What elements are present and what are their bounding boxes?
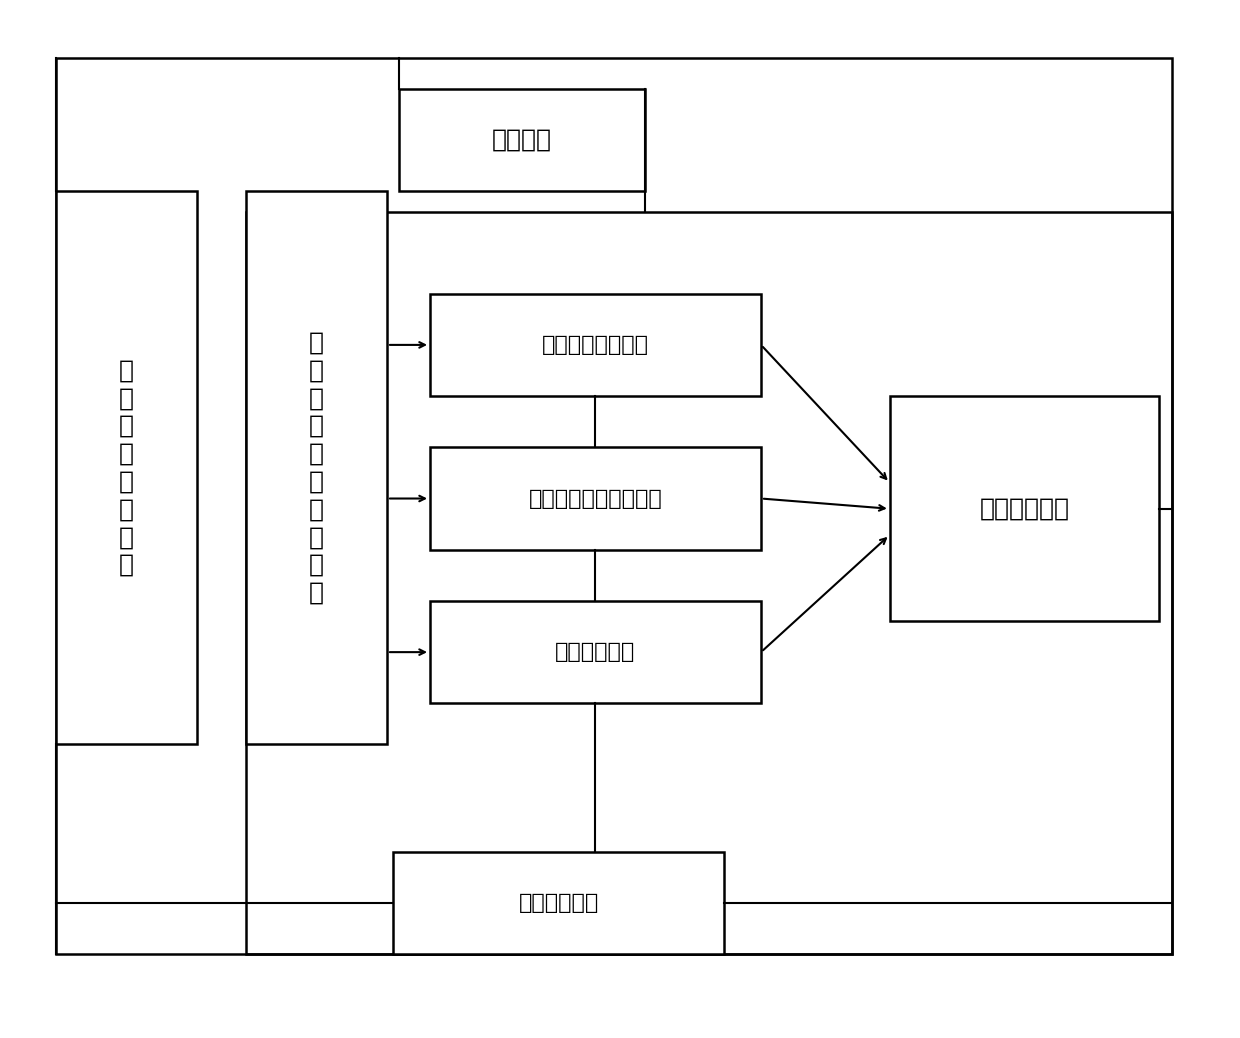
Text: 光等离子浓度检测模块: 光等离子浓度检测模块 (528, 489, 662, 509)
Text: 光等离子产生模块: 光等离子产生模块 (542, 335, 649, 355)
FancyBboxPatch shape (430, 601, 761, 704)
Text: 逻辑调用模块: 逻辑调用模块 (980, 497, 1070, 521)
FancyBboxPatch shape (56, 191, 197, 744)
Text: 主控模块: 主控模块 (492, 128, 552, 153)
Text: 光
等
离
子
浓
度
模
块: 光 等 离 子 浓 度 模 块 (119, 358, 134, 577)
Text: 数据处理模块: 数据处理模块 (556, 643, 636, 662)
FancyBboxPatch shape (393, 852, 724, 954)
FancyBboxPatch shape (890, 397, 1159, 622)
FancyBboxPatch shape (430, 294, 761, 397)
FancyBboxPatch shape (430, 447, 761, 550)
Text: 显示报警模块: 显示报警模块 (518, 893, 599, 913)
FancyBboxPatch shape (399, 89, 645, 191)
FancyBboxPatch shape (246, 191, 387, 744)
Text: 光
等
离
子
浓
度
控
制
模
块: 光 等 离 子 浓 度 控 制 模 块 (309, 331, 324, 605)
